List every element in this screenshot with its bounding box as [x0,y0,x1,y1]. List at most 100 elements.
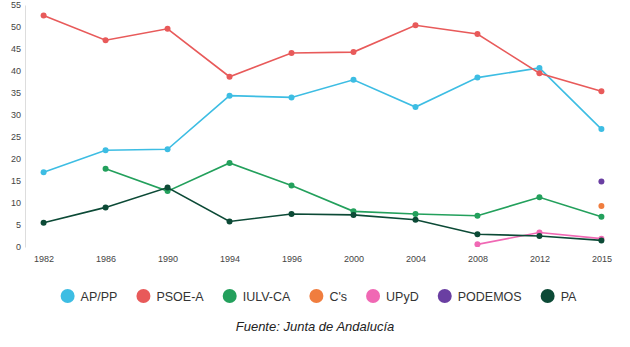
legend-marker [309,289,323,303]
series-point [41,13,47,19]
chart: 0510152025303540455055198219861990199419… [0,0,630,347]
y-tick-label: 15 [11,176,21,186]
series-point [598,237,604,243]
x-tick: 1990 [158,247,178,264]
x-tick: 1986 [96,247,116,264]
series-point [165,146,171,152]
x-tick-label: 2004 [406,254,426,264]
legend-item: C's [309,289,347,304]
y-tick: 25 [11,132,25,142]
legend-label: PODEMOS [458,290,522,304]
series-point [474,75,480,81]
series-point [227,74,233,80]
x-tick: 1982 [34,247,54,264]
x-tick-label: 2000 [344,254,364,264]
series-point [350,212,356,218]
y-tick-label: 45 [11,44,21,54]
series-point [165,26,171,32]
series-line [106,163,602,217]
series-line [44,16,602,92]
x-tick: 2000 [344,247,364,264]
legend-marker [61,289,75,303]
series-point [41,220,47,226]
series-point [474,31,480,37]
y-tick: 20 [11,154,25,164]
legend-label: UPyD [386,290,419,304]
x-tick-label: 1982 [34,254,54,264]
y-tick-label: 25 [11,132,21,142]
series-point [103,166,109,172]
y-tick: 30 [11,110,25,120]
x-tick-label: 1990 [158,254,178,264]
series-point [412,22,418,28]
series-point [350,77,356,83]
legend-item: PA [541,289,577,304]
x-tick-label: 1994 [220,254,240,264]
y-tick: 35 [11,88,25,98]
legend-label: PA [561,290,577,304]
legend-item: AP/PP [61,289,118,304]
series-point [536,65,542,71]
y-tick-label: 20 [11,154,21,164]
source: Fuente: Junta de Andalucía [236,319,395,334]
x-tick-label: 1986 [96,254,116,264]
y-tick: 50 [11,22,25,32]
y-tick-label: 0 [16,242,21,252]
series-point [536,194,542,200]
series-point [350,49,356,55]
y-axis-line [25,6,26,248]
y-tick-label: 40 [11,66,21,76]
x-tick: 2004 [406,247,426,264]
series-point [598,214,604,220]
series-point [536,233,542,239]
x-tick: 2012 [530,247,550,264]
series-point [103,147,109,153]
y-tick: 15 [11,176,25,186]
series-point [227,160,233,166]
y-tick-label: 50 [11,22,21,32]
y-tick: 55 [11,0,25,10]
legend-label: C's [329,290,347,304]
legend-item: IULV-CA [223,289,291,304]
series-point [598,88,604,94]
series-point [412,211,418,217]
series-point [289,211,295,217]
y-tick-label: 30 [11,110,21,120]
series-point [474,241,480,247]
y-tick-label: 35 [11,88,21,98]
x-tick: 1996 [282,247,302,264]
series-point [41,169,47,175]
y-tick-label: 5 [16,220,21,230]
series-line [44,68,602,172]
legend-item: UPyD [366,289,419,304]
legend: AP/PP PSOE-A IULV-CA C's UPyD PODEMOS PA [61,289,577,304]
series-point [412,104,418,110]
x-tick-label: 2008 [468,254,488,264]
y-tick: 0 [16,242,25,252]
legend-marker [541,289,555,303]
y-tick: 40 [11,66,25,76]
series-point [598,126,604,132]
series-point [536,70,542,76]
series-line [44,188,602,241]
series-point [227,93,233,99]
legend-label: AP/PP [81,290,118,304]
legend-label: PSOE-A [156,290,204,304]
series-point [598,203,604,209]
series-point [103,204,109,210]
x-tick: 2015 [592,247,612,264]
y-tick: 45 [11,44,25,54]
series-point [289,94,295,100]
series-point [227,218,233,224]
series-point [412,217,418,223]
series-point [165,185,171,191]
series-point [598,178,604,184]
series-point [289,182,295,188]
x-tick: 1994 [220,247,240,264]
plot-area [41,13,605,247]
x-tick-label: 1996 [282,254,302,264]
x-tick: 2008 [468,247,488,264]
y-tick: 10 [11,198,25,208]
legend-marker [223,289,237,303]
x-axis: 1982 1986 1990 1994 1996 2000 2004 2008 2012 2015 [34,247,612,264]
